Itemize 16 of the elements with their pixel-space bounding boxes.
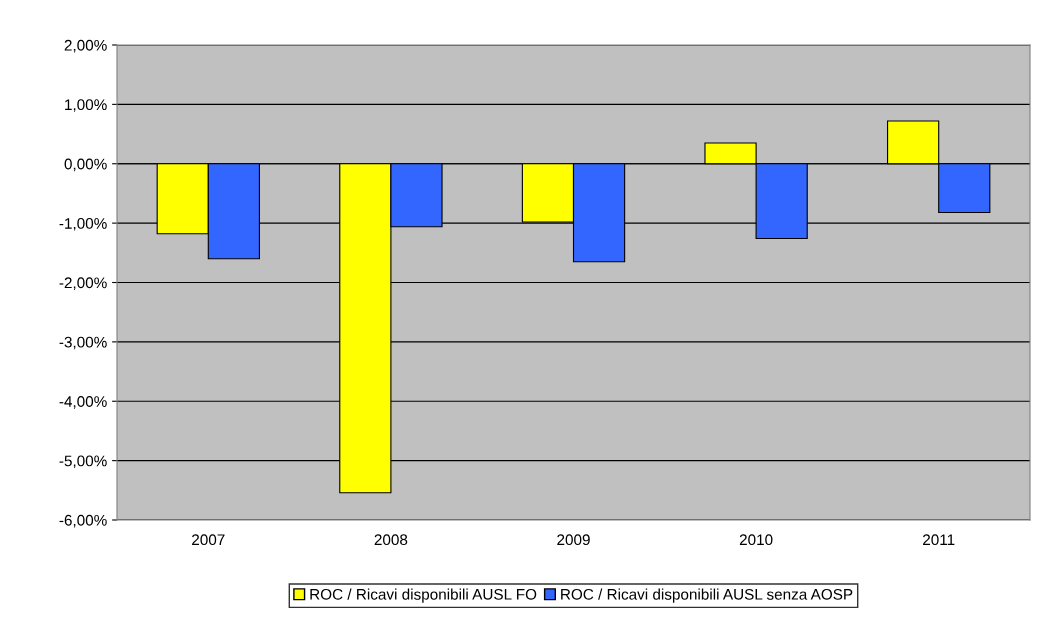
y-tick-label: -5,00% bbox=[59, 455, 107, 469]
x-tick-label: 2011 bbox=[923, 534, 955, 546]
y-tick-label: -1,00% bbox=[59, 217, 107, 231]
legend-label: ROC / Ricavi disponibili AUSL senza AOSP bbox=[561, 588, 853, 603]
y-tick-label: 1,00% bbox=[65, 99, 107, 112]
legend-label: ROC / Ricavi disponibili AUSL FO bbox=[310, 588, 537, 603]
y-tick-label: 0,00% bbox=[64, 158, 107, 172]
y-tick-label: -4,00% bbox=[59, 396, 107, 409]
y-tick-label: 2,00% bbox=[64, 39, 107, 53]
x-tick-label: 2008 bbox=[374, 534, 408, 546]
x-tick-label: 2007 bbox=[192, 534, 225, 546]
x-tick-label: 2009 bbox=[557, 534, 590, 546]
y-tick-label: -3,00% bbox=[59, 336, 107, 350]
y-tick-label: -2,00% bbox=[59, 277, 107, 290]
y-tick-label: -6,00% bbox=[59, 514, 107, 528]
x-tick-label: 2010 bbox=[739, 534, 773, 546]
